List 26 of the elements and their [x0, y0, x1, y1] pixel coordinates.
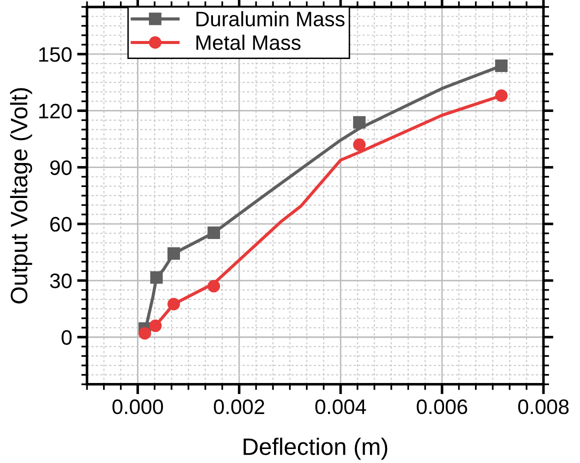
- legend-label: Duralumin Mass: [196, 11, 344, 26]
- y-tick-label: 120: [39, 104, 72, 118]
- point: [150, 271, 163, 284]
- point: [167, 247, 180, 260]
- y-axis-title: Output Voltage (Volt): [10, 88, 32, 304]
- x-tick-label: 0.002: [214, 399, 264, 414]
- x-tick-label: 0.000: [112, 399, 163, 414]
- point: [353, 116, 366, 129]
- y-tick-label: 0: [62, 330, 72, 345]
- y-tick-label: 30: [50, 274, 72, 288]
- x-tick-label: 0.004: [315, 399, 366, 414]
- point: [495, 89, 508, 102]
- x-tick-label: 0.008: [518, 399, 569, 414]
- x-tick-label: 0.006: [416, 399, 468, 414]
- point: [495, 60, 508, 72]
- x-axis-title: Deflection (m): [244, 438, 388, 460]
- point: [208, 280, 220, 292]
- y-tick-label: 90: [50, 160, 72, 176]
- y-tick-label: 150: [39, 47, 72, 62]
- point: [138, 327, 152, 340]
- point: [353, 138, 366, 151]
- point: [208, 226, 220, 240]
- y-tick-label: 60: [50, 216, 72, 232]
- point: [167, 298, 180, 310]
- legend-label: Metal Mass: [196, 34, 300, 50]
- point: [149, 320, 162, 332]
